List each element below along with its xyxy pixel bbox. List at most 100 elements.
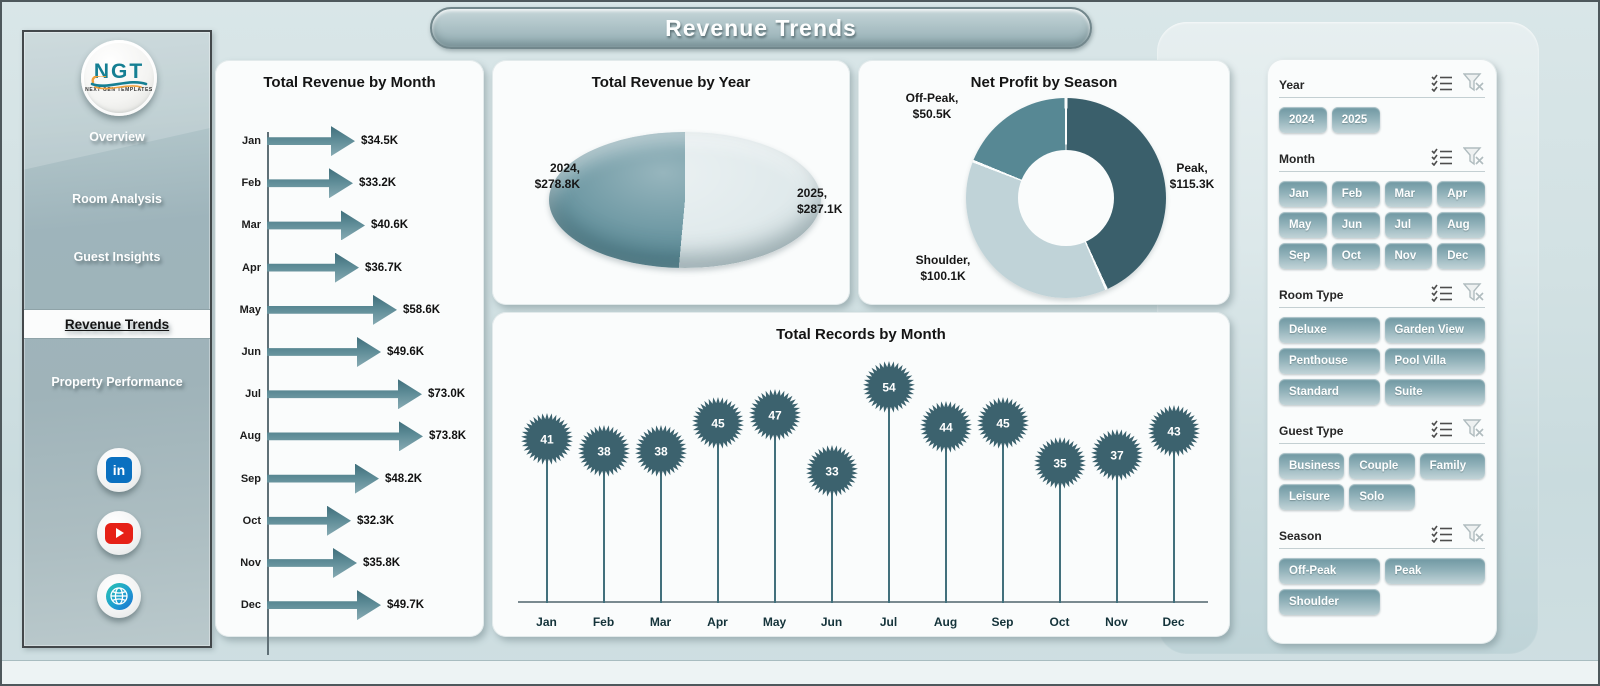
- select-all-icon[interactable]: [1431, 284, 1453, 302]
- filter-section-title: Month: [1279, 152, 1315, 166]
- filter-option-month-jan[interactable]: Jan: [1279, 181, 1327, 207]
- category-label: Oct: [242, 514, 261, 527]
- lollipop-stem: [1116, 455, 1118, 603]
- filter-option-guest-type-solo[interactable]: Solo: [1349, 484, 1415, 510]
- select-all-icon[interactable]: [1431, 525, 1453, 543]
- filter-option-year-2025[interactable]: 2025: [1331, 107, 1380, 133]
- record-marker-starburst[interactable]: 35: [1032, 435, 1088, 491]
- lollipop-stem: [831, 471, 833, 603]
- month-axis-label: Jan: [536, 615, 557, 629]
- value-label: $48.2K: [385, 472, 423, 485]
- filter-option-room-type-standard[interactable]: Standard: [1279, 379, 1380, 405]
- select-all-icon[interactable]: [1431, 420, 1453, 438]
- month-axis-label: Feb: [592, 615, 615, 629]
- record-marker-starburst[interactable]: 37: [1089, 427, 1145, 483]
- chart-title-revenue-by-month: Total Revenue by Month: [263, 74, 436, 91]
- sidebar-item-guest-insights[interactable]: Guest Insights: [73, 250, 161, 264]
- sidebar-item-revenue-trends[interactable]: Revenue Trends: [24, 309, 210, 339]
- revenue-arrow-bar[interactable]: [267, 168, 353, 198]
- svg-text:44: 44: [939, 421, 953, 435]
- filter-option-season-shoulder[interactable]: Shoulder: [1279, 589, 1380, 615]
- filter-option-month-may[interactable]: May: [1279, 212, 1327, 238]
- filter-option-month-oct[interactable]: Oct: [1331, 243, 1380, 269]
- filter-option-year-2024[interactable]: 2024: [1279, 107, 1327, 133]
- month-axis-label: Jun: [820, 615, 843, 629]
- filter-option-season-off-peak[interactable]: Off-Peak: [1279, 558, 1380, 584]
- record-marker-starburst[interactable]: 41: [519, 411, 575, 467]
- chart-title-records-by-month: Total Records by Month: [776, 326, 946, 343]
- sidebar-item-overview[interactable]: Overview: [89, 130, 145, 144]
- revenue-arrow-bar[interactable]: [267, 464, 379, 494]
- revenue-arrow-bar[interactable]: [267, 421, 423, 451]
- website-button[interactable]: [97, 574, 141, 618]
- value-label: $49.6K: [387, 346, 425, 359]
- record-marker-starburst[interactable]: 54: [861, 359, 917, 415]
- logo-subtext: NEXT GEN TEMPLATES: [85, 87, 153, 93]
- filter-option-guest-type-couple[interactable]: Couple: [1349, 453, 1415, 479]
- filter-section-month: Month Jan Feb Mar Apr May Jun Jul Aug Sep Oct Nov De…: [1279, 147, 1485, 269]
- filter-option-month-aug[interactable]: Aug: [1437, 212, 1485, 238]
- clear-filter-icon[interactable]: [1463, 73, 1485, 92]
- revenue-arrow-bar[interactable]: [267, 337, 381, 367]
- sidebar-item-property-performance[interactable]: Property Performance: [51, 375, 183, 389]
- filter-option-guest-type-leisure[interactable]: Leisure: [1279, 484, 1345, 510]
- filter-option-room-type-garden-view[interactable]: Garden View: [1384, 317, 1485, 343]
- filter-section-title: Year: [1279, 78, 1305, 92]
- revenue-arrow-bar[interactable]: [267, 253, 359, 283]
- filter-option-month-apr[interactable]: Apr: [1437, 181, 1485, 207]
- clear-filter-icon[interactable]: [1463, 524, 1485, 543]
- clear-filter-icon[interactable]: [1463, 283, 1485, 302]
- record-marker-starburst[interactable]: 43: [1146, 403, 1202, 459]
- revenue-arrow-bar[interactable]: [267, 210, 365, 240]
- record-marker-starburst[interactable]: 33: [804, 443, 860, 499]
- filter-option-room-type-penthouse[interactable]: Penthouse: [1279, 348, 1380, 374]
- sidebar-item-room-analysis[interactable]: Room Analysis: [72, 192, 162, 206]
- record-marker-starburst[interactable]: 47: [747, 387, 803, 443]
- record-marker-starburst[interactable]: 45: [690, 395, 746, 451]
- revenue-arrow-bar[interactable]: [267, 379, 422, 409]
- filter-option-room-type-pool-villa[interactable]: Pool Villa: [1384, 348, 1485, 374]
- donut-net-profit-by-season[interactable]: [966, 98, 1166, 298]
- revenue-bar-row-nov: Nov $35.8K: [225, 542, 478, 584]
- value-label: $40.6K: [371, 219, 409, 232]
- value-label: $49.7K: [387, 599, 425, 612]
- revenue-arrow-bar[interactable]: [267, 506, 351, 536]
- pie-label-2025: 2025, $287.1K: [797, 186, 843, 216]
- record-marker-starburst[interactable]: 38: [576, 423, 632, 479]
- record-marker-starburst[interactable]: 44: [918, 399, 974, 455]
- pie-revenue-by-year[interactable]: [549, 132, 821, 268]
- bottom-strip: [2, 660, 1598, 684]
- clear-filter-icon[interactable]: [1463, 419, 1485, 438]
- card-net-profit-by-season: Net Profit by Season Off-Peak, $50.5K Pea…: [858, 60, 1230, 305]
- filter-section-title: Room Type: [1279, 288, 1344, 302]
- filter-option-month-jul[interactable]: Jul: [1384, 212, 1433, 238]
- logo-swoosh-icon: [90, 76, 148, 90]
- lollipop-stem: [603, 451, 605, 603]
- select-all-icon[interactable]: [1431, 148, 1453, 166]
- filter-option-month-dec[interactable]: Dec: [1437, 243, 1485, 269]
- revenue-bar-row-may: May $58.6K: [225, 289, 478, 331]
- revenue-arrow-bar[interactable]: [267, 126, 355, 156]
- revenue-arrow-bar[interactable]: [267, 590, 381, 620]
- linkedin-button[interactable]: in: [97, 448, 141, 492]
- filter-option-month-mar[interactable]: Mar: [1384, 181, 1433, 207]
- youtube-button[interactable]: [97, 511, 141, 555]
- filter-option-room-type-suite[interactable]: Suite: [1384, 379, 1485, 405]
- filter-option-season-peak[interactable]: Peak: [1384, 558, 1485, 584]
- filter-option-month-jun[interactable]: Jun: [1331, 212, 1380, 238]
- revenue-arrow-bar[interactable]: [267, 548, 357, 578]
- month-axis-label: Sep: [991, 615, 1014, 629]
- clear-filter-icon[interactable]: [1463, 147, 1485, 166]
- record-marker-starburst[interactable]: 45: [975, 395, 1031, 451]
- filter-option-month-nov[interactable]: Nov: [1384, 243, 1433, 269]
- filter-option-month-sep[interactable]: Sep: [1279, 243, 1327, 269]
- select-all-icon[interactable]: [1431, 74, 1453, 92]
- filter-option-guest-type-business[interactable]: Business: [1279, 453, 1345, 479]
- records-column-nov: 37 Nov: [1088, 352, 1145, 629]
- filter-option-month-feb[interactable]: Feb: [1331, 181, 1380, 207]
- record-marker-starburst[interactable]: 38: [633, 423, 689, 479]
- filter-option-guest-type-family[interactable]: Family: [1419, 453, 1485, 479]
- filter-option-room-type-deluxe[interactable]: Deluxe: [1279, 317, 1380, 343]
- revenue-arrow-bar[interactable]: [267, 295, 397, 325]
- filter-section-room-type: Room Type Deluxe Garden View Penthouse Pool …: [1279, 283, 1485, 405]
